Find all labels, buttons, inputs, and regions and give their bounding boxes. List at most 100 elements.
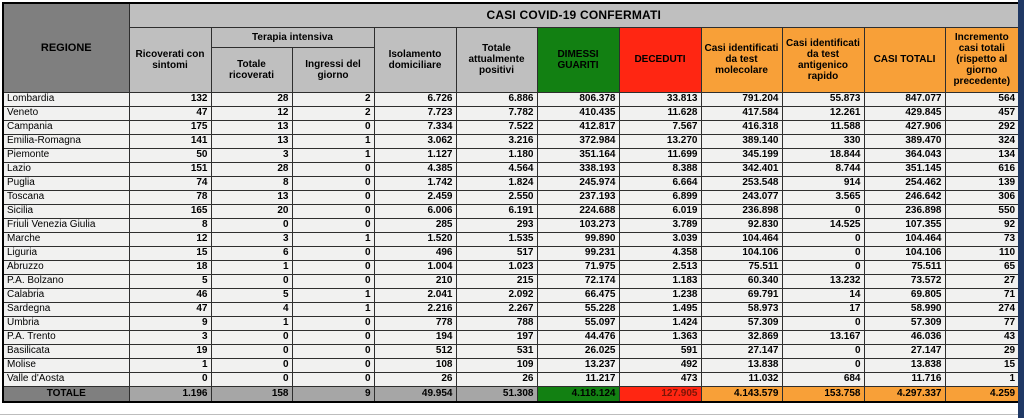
table-row: Molise 1 0 0 108 109 13.237 492 13.838 0 13.838 15 xyxy=(2,357,1020,373)
region-cell: Abruzzo xyxy=(2,259,130,275)
value-cell: 616 xyxy=(944,161,1020,177)
value-cell: 0 xyxy=(781,259,865,275)
value-cell: 18 xyxy=(128,259,212,275)
value-cell: 788 xyxy=(455,315,538,331)
value-cell: 13.167 xyxy=(781,329,865,345)
value-cell: 1 xyxy=(291,147,375,163)
value-cell: 351.164 xyxy=(536,147,620,163)
region-cell: Campania xyxy=(2,119,130,135)
value-cell: 345.199 xyxy=(700,147,783,163)
value-cell: 1 xyxy=(128,357,212,373)
value-cell: 14 xyxy=(781,287,865,303)
value-cell: 50 xyxy=(128,147,212,163)
value-cell: 0 xyxy=(781,245,865,261)
value-cell: 3.789 xyxy=(618,217,702,233)
column-header-isolamento-domiciliare: Isolamento domiciliare xyxy=(373,26,457,93)
value-cell: 75.511 xyxy=(863,259,946,275)
value-cell: 151 xyxy=(128,161,212,177)
value-cell: 2 xyxy=(291,105,375,121)
value-cell: 11.588 xyxy=(781,119,865,135)
value-cell: 416.318 xyxy=(700,119,783,135)
region-cell: Lombardia xyxy=(2,91,130,107)
value-cell: 27.147 xyxy=(700,343,783,359)
value-cell: 15 xyxy=(944,357,1020,373)
value-cell: 6.886 xyxy=(455,91,538,107)
value-cell: 3 xyxy=(128,329,212,345)
value-cell: 17 xyxy=(781,301,865,317)
value-cell: 0 xyxy=(291,329,375,345)
value-cell: 330 xyxy=(781,133,865,149)
value-cell: 1.495 xyxy=(618,301,702,317)
value-cell: 26.025 xyxy=(536,343,620,359)
column-header-ricoverati-con-sintomi: Ricoverati con sintomi xyxy=(128,26,212,93)
table-row: Piemonte 50 3 1 1.127 1.180 351.164 11.699 345.1… xyxy=(2,147,1020,163)
value-cell: 20 xyxy=(210,203,293,219)
value-cell: 18.844 xyxy=(781,147,865,163)
region-cell: P.A. Trento xyxy=(2,329,130,345)
value-cell: 32.869 xyxy=(700,329,783,345)
value-cell: 215 xyxy=(455,273,538,289)
column-header-totale-ricoverati: Totale ricoverati xyxy=(210,46,293,93)
value-cell: 0 xyxy=(291,175,375,191)
value-cell: 2.459 xyxy=(373,189,457,205)
value-cell: 11.032 xyxy=(700,371,783,387)
value-cell: 684 xyxy=(781,371,865,387)
value-cell: 7.334 xyxy=(373,119,457,135)
value-cell: 33.813 xyxy=(618,91,702,107)
value-cell: 72.174 xyxy=(536,273,620,289)
value-cell: 550 xyxy=(944,203,1020,219)
table-header: REGIONE CASI COVID-19 CONFERMATI Ricover… xyxy=(2,2,1020,93)
value-cell: 236.898 xyxy=(700,203,783,219)
value-cell: 78 xyxy=(128,189,212,205)
value-cell: 104.464 xyxy=(863,231,946,247)
value-cell: 1 xyxy=(210,315,293,331)
value-cell: 0 xyxy=(781,231,865,247)
value-cell: 12 xyxy=(210,105,293,121)
value-cell: 292 xyxy=(944,119,1020,135)
value-cell: 8 xyxy=(128,217,212,233)
value-cell: 3 xyxy=(210,147,293,163)
value-cell: 74 xyxy=(128,175,212,191)
value-cell: 1.127 xyxy=(373,147,457,163)
value-cell: 1.520 xyxy=(373,231,457,247)
region-cell: Liguria xyxy=(2,245,130,261)
value-cell: 13.237 xyxy=(536,357,620,373)
value-cell: 58.990 xyxy=(863,301,946,317)
region-cell: Veneto xyxy=(2,105,130,121)
value-cell: 1 xyxy=(291,133,375,149)
region-cell: Basilicata xyxy=(2,343,130,359)
value-cell: 9 xyxy=(128,315,212,331)
value-cell: 0 xyxy=(781,343,865,359)
value-cell: 564 xyxy=(944,91,1020,107)
region-cell: Valle d'Aosta xyxy=(2,371,130,387)
value-cell: 778 xyxy=(373,315,457,331)
value-cell: 55.228 xyxy=(536,301,620,317)
column-header-dimessi-guariti: DIMESSI GUARITI xyxy=(536,26,620,93)
value-cell: 1.535 xyxy=(455,231,538,247)
value-cell: 412.817 xyxy=(536,119,620,135)
value-cell: 245.974 xyxy=(536,175,620,191)
value-cell: 847.077 xyxy=(863,91,946,107)
value-cell: 7.522 xyxy=(455,119,538,135)
value-cell: 0 xyxy=(781,357,865,373)
value-cell: 57.309 xyxy=(700,315,783,331)
column-header-casi-test-antigenico: Casi identificati da test antigenico rap… xyxy=(781,26,865,93)
value-cell: 58.973 xyxy=(700,301,783,317)
region-cell: Friuli Venezia Giulia xyxy=(2,217,130,233)
value-cell: 43 xyxy=(944,329,1020,345)
value-cell: 69.805 xyxy=(863,287,946,303)
value-cell: 127.905 xyxy=(618,385,702,402)
value-cell: 14.525 xyxy=(781,217,865,233)
value-cell: 13 xyxy=(210,133,293,149)
value-cell: 15 xyxy=(128,245,212,261)
value-cell: 49.954 xyxy=(373,385,457,402)
value-cell: 26 xyxy=(373,371,457,387)
table-row: Veneto 47 12 2 7.723 7.782 410.435 11.628 417.58… xyxy=(2,105,1020,121)
value-cell: 99.890 xyxy=(536,231,620,247)
value-cell: 1.196 xyxy=(128,385,212,402)
value-cell: 13 xyxy=(210,119,293,135)
region-cell: Calabria xyxy=(2,287,130,303)
value-cell: 27.147 xyxy=(863,343,946,359)
value-cell: 7.782 xyxy=(455,105,538,121)
value-cell: 6 xyxy=(210,245,293,261)
